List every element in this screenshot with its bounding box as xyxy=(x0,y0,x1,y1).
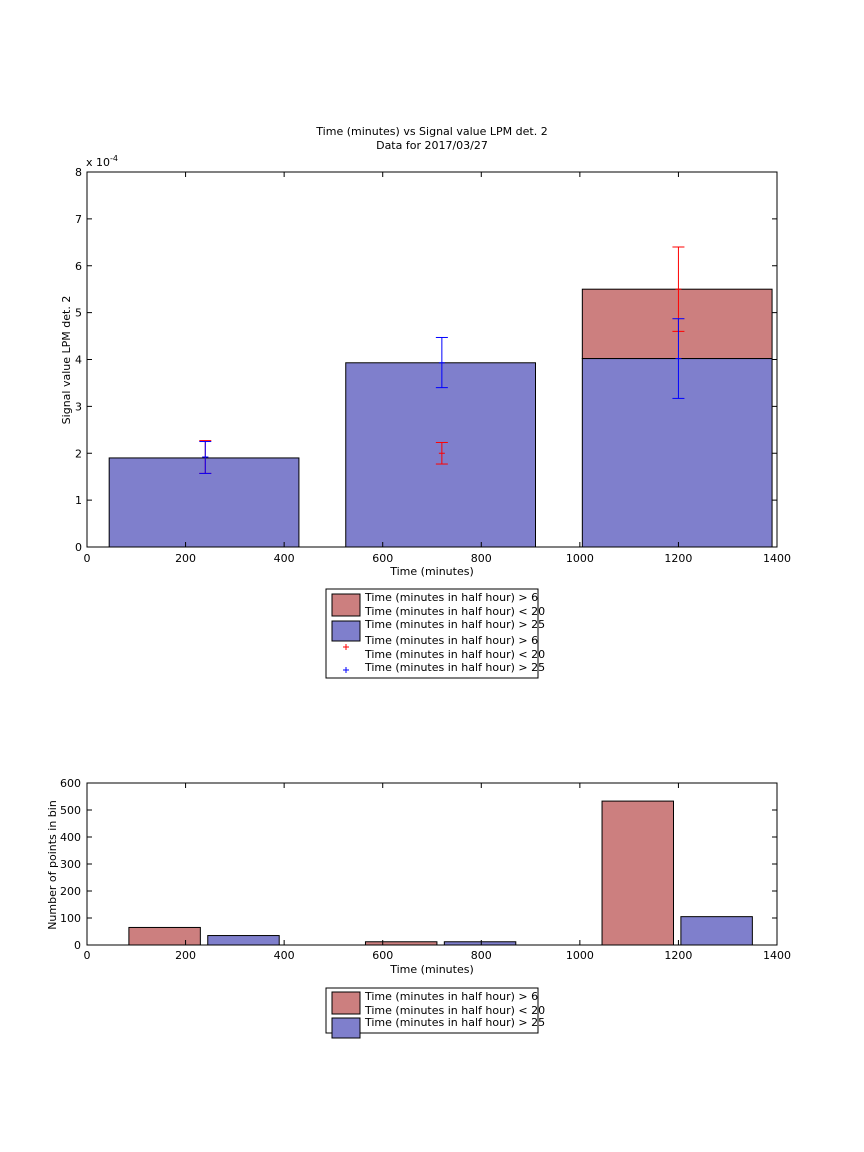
legend-label: Time (minutes in half hour) > 6 xyxy=(364,634,538,647)
legend-entry-1: Time (minutes in half hour) > 25 xyxy=(331,618,545,642)
y-tick-label: 100 xyxy=(60,912,81,925)
x-tick-label: 0 xyxy=(84,552,91,565)
y-tick-label: 5 xyxy=(75,307,82,320)
x-tick-label: 1400 xyxy=(763,552,791,565)
legend-label: Time (minutes in half hour) < 20 xyxy=(364,605,545,618)
legend-label: Time (minutes in half hour) > 25 xyxy=(364,1016,545,1029)
legend-entry-1: Time (minutes in half hour) > 25 xyxy=(331,1016,545,1039)
errorbar-red-2 xyxy=(435,441,448,465)
bar-red-0 xyxy=(128,926,201,946)
x-tick-label: 400 xyxy=(274,552,295,565)
legend-label: Time (minutes in half hour) > 25 xyxy=(364,661,545,674)
y-exponent-power: -4 xyxy=(110,154,118,163)
x-axis-label: Time (minutes) xyxy=(389,963,474,976)
y-tick-label: 3 xyxy=(75,400,82,413)
y-tick-label: 1 xyxy=(75,494,82,507)
x-tick-label: 600 xyxy=(372,552,393,565)
x-tick-label: 200 xyxy=(175,552,196,565)
x-tick-label: 0 xyxy=(84,949,91,962)
x-tick-label: 1200 xyxy=(664,552,692,565)
legend-label: Time (minutes in half hour) < 20 xyxy=(364,648,545,661)
x-tick-label: 1400 xyxy=(763,949,791,962)
x-tick-label: 200 xyxy=(175,949,196,962)
y-tick-label: 4 xyxy=(75,354,82,367)
legend-box xyxy=(325,588,539,679)
bar-red-4 xyxy=(601,800,674,946)
legend-swatch xyxy=(331,593,361,617)
y-tick-label: 7 xyxy=(75,213,82,226)
chart-subtitle: Data for 2017/03/27 xyxy=(376,139,488,152)
legend-entry-3: Time (minutes in half hour) > 25 xyxy=(343,661,545,674)
x-tick-label: 1000 xyxy=(566,552,594,565)
x-tick-label: 600 xyxy=(372,949,393,962)
legend-swatch xyxy=(331,991,361,1015)
x-tick-label: 1200 xyxy=(664,949,692,962)
bar-blue-5 xyxy=(680,916,753,946)
errorbar-blue-3 xyxy=(435,336,448,389)
y-tick-label: 2 xyxy=(75,447,82,460)
count-chart: 0 200 400 600 800 1000 1200 1400 0 100 200 300 400 5… xyxy=(46,777,791,1039)
legend-label: Time (minutes in half hour) > 25 xyxy=(364,618,545,631)
y-tick-label: 400 xyxy=(60,831,81,844)
errorbar-blue-1 xyxy=(199,441,212,474)
y-tick-label: 0 xyxy=(75,541,82,554)
legend-label: Time (minutes in half hour) > 6 xyxy=(364,990,538,1003)
x-tick-label: 800 xyxy=(471,552,492,565)
y-tick-label: 6 xyxy=(75,260,82,273)
y-tick-label: 200 xyxy=(60,885,81,898)
legend-swatch xyxy=(331,1017,361,1039)
chart-title: Time (minutes) vs Signal value LPM det. … xyxy=(315,125,547,138)
bar-red-2 xyxy=(581,288,773,360)
x-tick-label: 800 xyxy=(471,949,492,962)
y-tick-label: 0 xyxy=(74,939,81,952)
y-axis-label: Number of points in bin xyxy=(46,800,59,930)
legend-swatch xyxy=(331,620,361,642)
y-exponent-base: x 10 xyxy=(86,156,110,169)
y-tick-label: 600 xyxy=(60,777,81,790)
x-tick-label: 1000 xyxy=(566,949,594,962)
y-axis-label: Signal value LPM det. 2 xyxy=(60,296,73,425)
y-exponent-label: x 10-4 xyxy=(86,154,118,169)
y-tick-label: 8 xyxy=(75,166,82,179)
signal-chart: Time (minutes) vs Signal value LPM det. … xyxy=(60,125,791,679)
bar-blue-1 xyxy=(207,935,280,946)
legend-label: Time (minutes in half hour) > 6 xyxy=(364,591,538,604)
bar-blue-1 xyxy=(345,362,536,548)
legend-label: Time (minutes in half hour) < 20 xyxy=(364,1004,545,1017)
y-tick-label: 500 xyxy=(60,804,81,817)
legend-box xyxy=(325,987,539,1034)
y-tick-label: 300 xyxy=(60,858,81,871)
x-axis-label: Time (minutes) xyxy=(389,565,474,578)
x-tick-label: 400 xyxy=(274,949,295,962)
errorbar-blue-5 xyxy=(672,318,685,399)
bar-blue-0 xyxy=(108,457,300,548)
bar-blue-2 xyxy=(581,358,773,548)
